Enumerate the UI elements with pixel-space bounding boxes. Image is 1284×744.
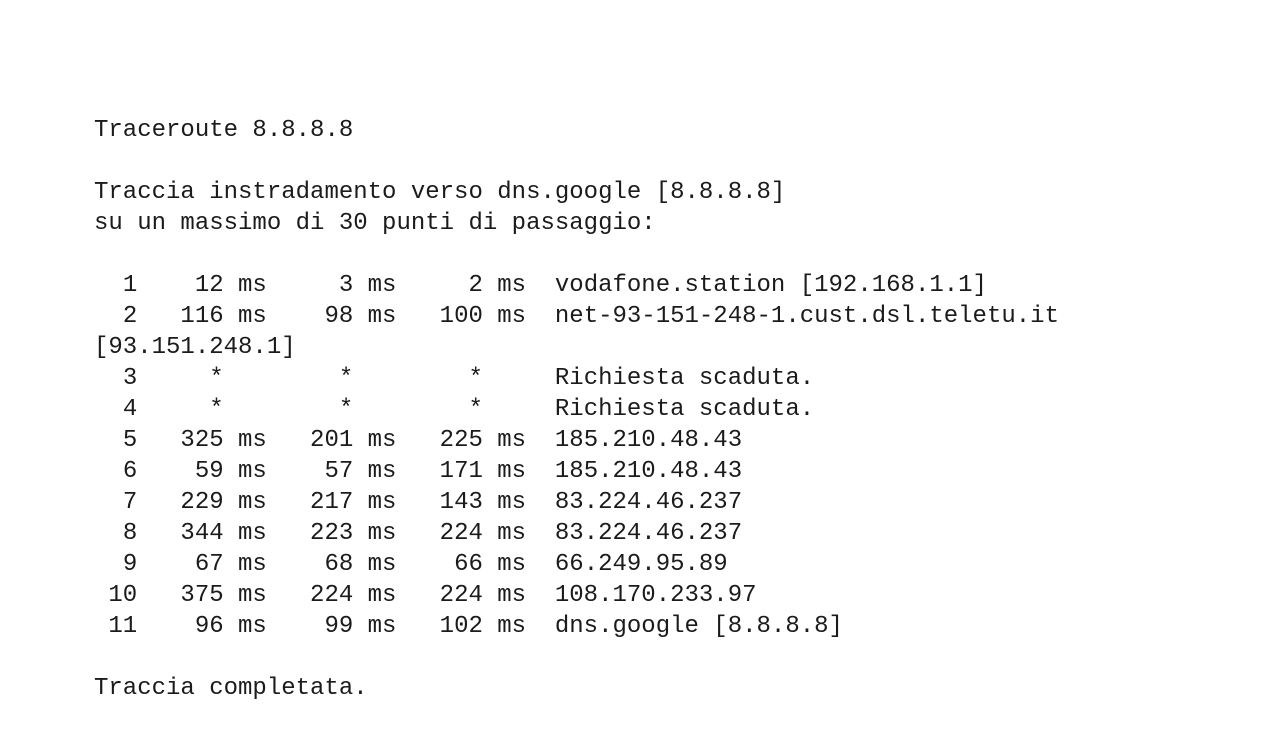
hop-list: 1 12 ms 3 ms 2 ms vodafone.station [192.… bbox=[94, 270, 1073, 642]
hop-row: 6 59 ms 57 ms 171 ms 185.210.48.43 bbox=[94, 458, 743, 485]
hop-row: 8 344 ms 223 ms 224 ms 83.224.46.237 bbox=[94, 520, 743, 547]
header-line-2: su un massimo di 30 punti di passaggio: bbox=[94, 210, 656, 237]
header-line-1: Traccia instradamento verso dns.google [… bbox=[94, 179, 786, 206]
blank-line bbox=[94, 239, 1073, 270]
hop-row: 9 67 ms 68 ms 66 ms 66.249.95.89 bbox=[94, 551, 728, 578]
hop-row: 11 96 ms 99 ms 102 ms dns.google [8.8.8.… bbox=[94, 613, 843, 640]
blank-line bbox=[94, 642, 1073, 673]
hop-row: 1 12 ms 3 ms 2 ms vodafone.station [192.… bbox=[94, 272, 987, 299]
footer-line: Traccia completata. bbox=[94, 675, 368, 702]
command-line: Traceroute 8.8.8.8 bbox=[94, 117, 354, 144]
hop-row: 10 375 ms 224 ms 224 ms 108.170.233.97 bbox=[94, 582, 757, 609]
hop-row: 3 * * * Richiesta scaduta. bbox=[94, 365, 815, 392]
hop-row: 5 325 ms 201 ms 225 ms 185.210.48.43 bbox=[94, 427, 743, 454]
hop-row: 7 229 ms 217 ms 143 ms 83.224.46.237 bbox=[94, 489, 743, 516]
hop-row: 2 116 ms 98 ms 100 ms net-93-151-248-1.c… bbox=[94, 303, 1074, 361]
console-output: Traceroute 8.8.8.8 Traccia instradamento… bbox=[94, 115, 1073, 704]
blank-line bbox=[94, 146, 1073, 177]
hop-row: 4 * * * Richiesta scaduta. bbox=[94, 396, 815, 423]
